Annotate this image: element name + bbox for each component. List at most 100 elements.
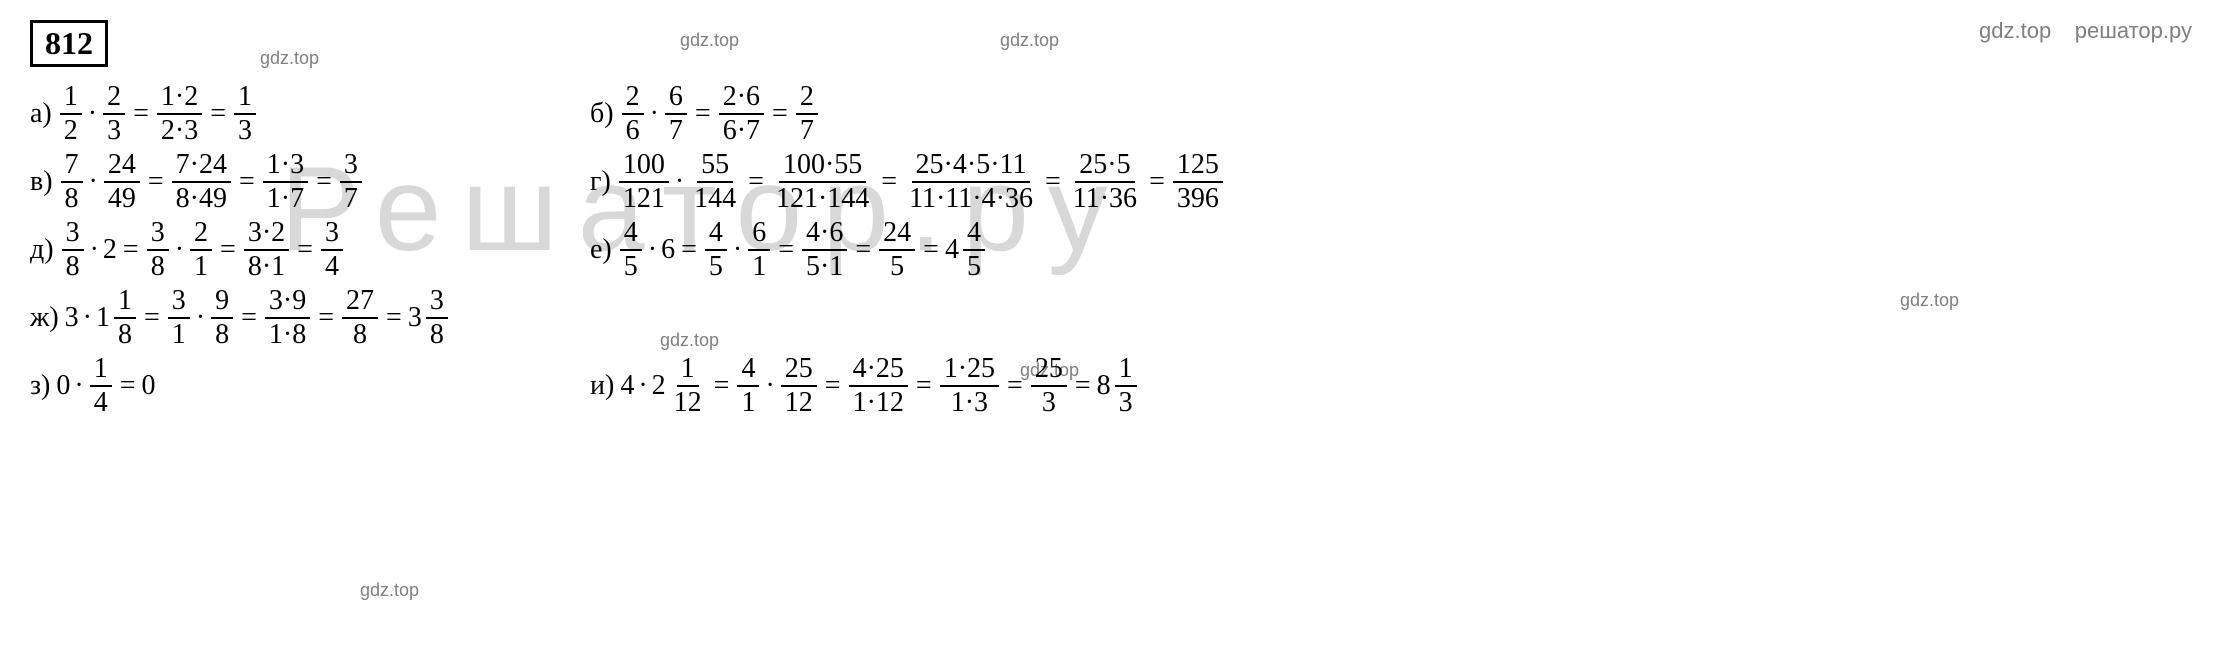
item-zh: ж) 3 · 1 18 = 31 · 98 = 3·91·8 = 278 = 3… (30, 287, 2192, 349)
equals: = (1045, 166, 1061, 198)
mult-dot: · (83, 302, 92, 334)
equals: = (714, 370, 730, 402)
equals: = (778, 234, 794, 266)
fraction: 13 (1115, 355, 1137, 417)
fraction: 45 (705, 219, 727, 281)
item-label: е) (590, 234, 612, 266)
item-z: з) 0 · 14 = 0 (30, 355, 590, 417)
fraction: 61 (748, 219, 770, 281)
mult-dot: · (765, 370, 774, 402)
mixed-number: 8 13 (1097, 355, 1139, 417)
item-g: г) 100121 · 55144 = 100·55121·144 = 25·4… (590, 151, 2192, 213)
equals: = (120, 370, 136, 402)
item-label: ж) (30, 302, 59, 334)
fraction: 13 (234, 83, 256, 145)
equals: = (772, 98, 788, 130)
fraction: 38 (426, 287, 448, 349)
mult-dot: · (733, 234, 742, 266)
fraction: 38 (62, 219, 84, 281)
mixed-number: 1 18 (96, 287, 138, 349)
fraction: 26 (622, 83, 644, 145)
equals: = (241, 302, 257, 334)
fraction: 100·55121·144 (772, 151, 873, 213)
item-label: б) (590, 98, 614, 130)
fraction: 25·4·5·1111·11·4·36 (905, 151, 1037, 213)
mixed-number: 3 38 (408, 287, 450, 349)
fraction: 1·251·3 (940, 355, 999, 417)
watermark-small: gdz.top (360, 580, 419, 601)
fraction: 41 (737, 355, 759, 417)
mult-dot: · (175, 234, 184, 266)
mult-dot: · (74, 370, 83, 402)
item-a: а) 12 · 23 = 1·22·3 = 13 (30, 83, 590, 145)
equals: = (916, 370, 932, 402)
equals: = (681, 234, 697, 266)
mult-dot: · (648, 234, 657, 266)
fraction: 14 (90, 355, 112, 417)
equals: = (220, 234, 236, 266)
fraction: 25·511·36 (1069, 151, 1141, 213)
integer: 2 (103, 234, 117, 266)
equals: = (144, 302, 160, 334)
integer: 0 (56, 370, 70, 402)
equals: = (1007, 370, 1023, 402)
item-v: в) 78 · 2449 = 7·248·49 = 1·31·7 = 37 (30, 151, 590, 213)
fraction: 34 (321, 219, 343, 281)
fraction: 100121 (619, 151, 669, 213)
integer: 4 (620, 370, 634, 402)
equals: = (318, 302, 334, 334)
fraction: 12 (60, 83, 82, 145)
integer: 0 (142, 370, 156, 402)
fraction: 67 (665, 83, 687, 145)
equals: = (386, 302, 402, 334)
integer: 3 (65, 302, 79, 334)
item-label: и) (590, 370, 614, 402)
fraction: 4·251·12 (849, 355, 908, 417)
item-label: з) (30, 370, 50, 402)
fraction: 38 (147, 219, 169, 281)
fraction: 7·248·49 (172, 151, 231, 213)
fraction: 23 (103, 83, 125, 145)
item-b: б) 26 · 67 = 2·66·7 = 27 (590, 83, 2192, 145)
item-d: д) 38 · 2 = 38 · 21 = 3·28·1 = 34 (30, 219, 590, 281)
fraction: 112 (670, 355, 706, 417)
fraction: 45 (620, 219, 642, 281)
equals: = (123, 234, 139, 266)
item-label: в) (30, 166, 53, 198)
equals: = (316, 166, 332, 198)
fraction: 18 (114, 287, 136, 349)
fraction: 2512 (781, 355, 817, 417)
mult-dot: · (638, 370, 647, 402)
fraction: 1·22·3 (157, 83, 202, 145)
integer: 6 (661, 234, 675, 266)
equals: = (239, 166, 255, 198)
fraction: 37 (340, 151, 362, 213)
item-label: д) (30, 234, 54, 266)
problem-number: 812 (30, 20, 108, 67)
fraction: 45 (963, 219, 985, 281)
fraction: 2·66·7 (719, 83, 764, 145)
mult-dot: · (650, 98, 659, 130)
fraction: 31 (168, 287, 190, 349)
fraction: 21 (190, 219, 212, 281)
equals: = (695, 98, 711, 130)
equals: = (825, 370, 841, 402)
equals: = (1075, 370, 1091, 402)
fraction: 3·28·1 (244, 219, 289, 281)
mixed-number: 4 45 (945, 219, 987, 281)
fraction: 253 (1031, 355, 1067, 417)
equals: = (297, 234, 313, 266)
equals: = (1149, 166, 1165, 198)
fraction: 3·91·8 (265, 287, 310, 349)
fraction: 78 (61, 151, 83, 213)
fraction: 2449 (104, 151, 140, 213)
fraction: 245 (879, 219, 915, 281)
fraction: 98 (211, 287, 233, 349)
item-i: и) 4 · 2 112 = 41 · 2512 = 4·251·12 = 1·… (590, 355, 2192, 417)
fraction: 55144 (690, 151, 740, 213)
equals: = (855, 234, 871, 266)
equals: = (881, 166, 897, 198)
item-e: е) 45 · 6 = 45 · 61 = 4·65·1 = 245 = 4 4… (590, 219, 2192, 281)
mult-dot: · (89, 166, 98, 198)
fraction: 278 (342, 287, 378, 349)
